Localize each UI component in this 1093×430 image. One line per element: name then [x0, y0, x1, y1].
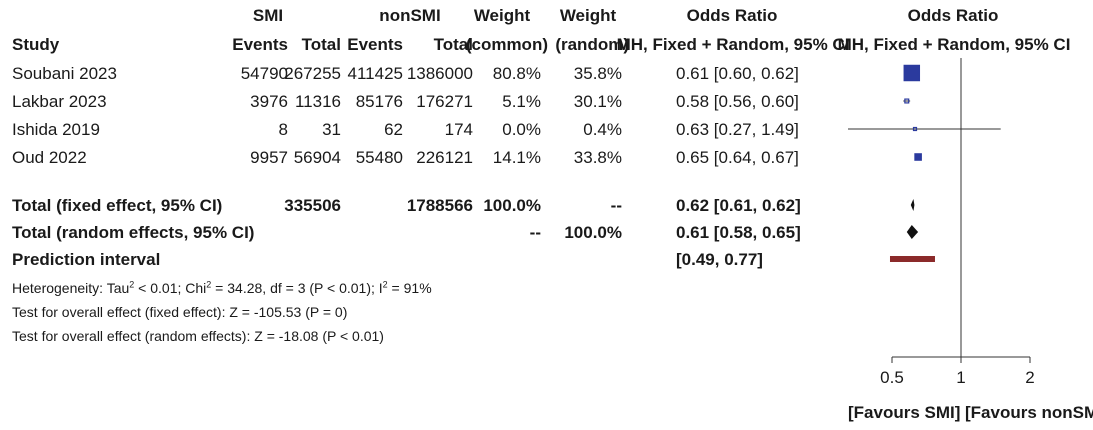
- header-weight-random-top: Weight: [559, 6, 617, 25]
- total-smi: 11316: [294, 92, 341, 111]
- x-tick-label: 2: [1025, 368, 1034, 387]
- random-effects-test-text: Test for overall effect (random effects)…: [12, 328, 384, 344]
- random-odds-ratio-text: 0.61 [0.58, 0.65]: [676, 223, 801, 242]
- weight-random: 33.8%: [573, 148, 622, 167]
- weight-common: 0.0%: [502, 120, 541, 139]
- fixed-effect-diamond: [910, 199, 915, 211]
- events-smi: 3976: [250, 92, 288, 111]
- header-nonsmi: nonSMI: [379, 6, 441, 25]
- header-or-top: Odds Ratio: [686, 6, 778, 25]
- weight-common: 14.1%: [492, 148, 541, 167]
- events-smi: 8: [278, 120, 288, 139]
- weight-common: 80.8%: [492, 64, 541, 83]
- fixed-weight-random: --: [610, 196, 622, 215]
- events-nonsmi: 62: [384, 120, 403, 139]
- weight-random: 30.1%: [573, 92, 622, 111]
- odds-ratio-text: 0.63 [0.27, 1.49]: [676, 120, 799, 139]
- header-total-nonsmi: Total: [433, 35, 473, 54]
- events-nonsmi: 85176: [355, 92, 403, 111]
- study-name: Soubani 2023: [12, 64, 117, 83]
- weight-random: 0.4%: [583, 120, 622, 139]
- study-point: [904, 98, 910, 104]
- fixed-total-nonsmi: 1788566: [406, 196, 473, 215]
- study-point: [914, 153, 922, 161]
- study-point: [903, 64, 921, 82]
- fixed-weight-common: 100.0%: [483, 196, 541, 215]
- heterogeneity-text: Heterogeneity: Tau2 < 0.01; Chi2 = 34.28…: [12, 279, 432, 296]
- study-point: [912, 126, 918, 132]
- study-name: Oud 2022: [12, 148, 87, 167]
- header-total-smi: Total: [301, 35, 341, 54]
- random-weight-random: 100.0%: [564, 223, 622, 242]
- events-nonsmi: 55480: [355, 148, 403, 167]
- events-smi: 9957: [250, 148, 288, 167]
- header-events-smi: Events: [232, 35, 288, 54]
- total-nonsmi: 226121: [416, 148, 473, 167]
- header-events-nonsmi: Events: [347, 35, 403, 54]
- fixed-total-smi: 335506: [284, 196, 341, 215]
- prediction-interval-text: [0.49, 0.77]: [676, 250, 763, 269]
- fixed-odds-ratio-text: 0.62 [0.61, 0.62]: [676, 196, 801, 215]
- header-study: Study: [12, 35, 60, 54]
- header-weight-common-top: Weight: [473, 6, 531, 25]
- x-tick-label: 1: [956, 368, 965, 387]
- study-name: Ishida 2019: [12, 120, 100, 139]
- favours-smi-label: [Favours SMI]: [848, 403, 961, 422]
- header-weight-common-sub: (common): [465, 35, 548, 54]
- favours-nonsmi-label: [Favours nonSMI]: [965, 403, 1093, 422]
- events-nonsmi: 411425: [347, 64, 403, 83]
- odds-ratio-text: 0.58 [0.56, 0.60]: [676, 92, 799, 111]
- total-smi: 56904: [293, 148, 341, 167]
- x-tick-label: 0.5: [880, 368, 904, 387]
- study-name: Lakbar 2023: [12, 92, 107, 111]
- random-effects-diamond: [906, 225, 919, 239]
- random-effects-label: Total (random effects, 95% CI): [12, 223, 255, 242]
- fixed-effect-test-text: Test for overall effect (fixed effect): …: [12, 304, 348, 320]
- odds-ratio-text: 0.61 [0.60, 0.62]: [676, 64, 799, 83]
- header-plot-sub: MH, Fixed + Random, 95% CI: [837, 35, 1071, 54]
- total-nonsmi: 174: [444, 120, 473, 139]
- weight-common: 5.1%: [502, 92, 541, 111]
- prediction-interval-label: Prediction interval: [12, 250, 161, 269]
- header-smi: SMI: [252, 6, 284, 25]
- weight-random: 35.8%: [573, 64, 622, 83]
- header-weight-random-sub: (random): [555, 35, 629, 54]
- odds-ratio-text: 0.65 [0.64, 0.67]: [676, 148, 799, 167]
- total-smi: 267255: [284, 64, 341, 83]
- total-nonsmi: 176271: [416, 92, 473, 111]
- events-smi: 54790: [240, 64, 288, 83]
- header-or-sub: MH, Fixed + Random, 95% CI: [616, 35, 850, 54]
- random-weight-common: --: [529, 223, 541, 242]
- total-smi: 31: [322, 120, 341, 139]
- header-plot-top: Odds Ratio: [907, 6, 999, 25]
- prediction-interval-bar: [889, 256, 935, 262]
- total-nonsmi: 1386000: [406, 64, 473, 83]
- fixed-effect-label: Total (fixed effect, 95% CI): [12, 196, 223, 215]
